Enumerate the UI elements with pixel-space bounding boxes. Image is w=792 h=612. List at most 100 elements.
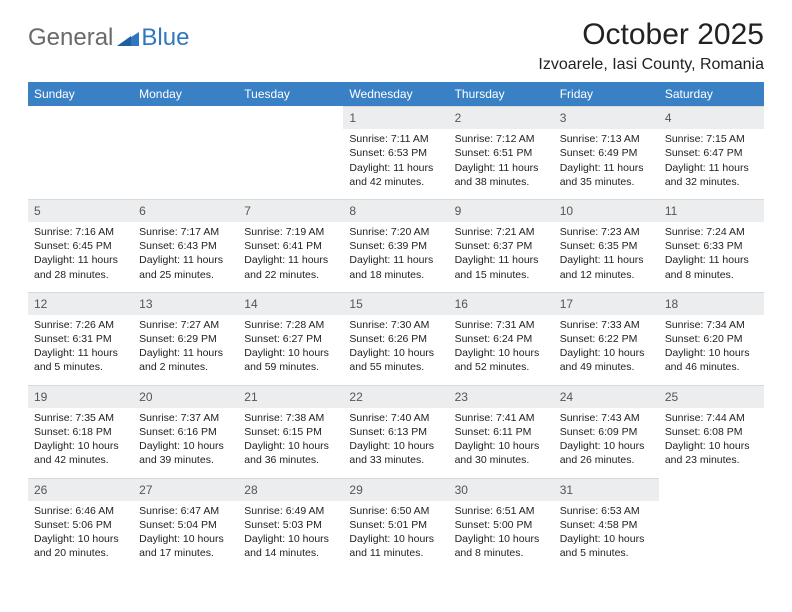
day-body: Sunrise: 7:27 AMSunset: 6:29 PMDaylight:… <box>133 315 238 385</box>
sunrise-text: Sunrise: 7:23 AM <box>560 225 653 239</box>
calendar-day-cell: 24Sunrise: 7:43 AMSunset: 6:09 PMDayligh… <box>554 385 659 478</box>
calendar-day-cell: 17Sunrise: 7:33 AMSunset: 6:22 PMDayligh… <box>554 292 659 385</box>
sunrise-text: Sunrise: 7:31 AM <box>455 318 548 332</box>
calendar-day-cell: 26Sunrise: 6:46 AMSunset: 5:06 PMDayligh… <box>28 478 133 571</box>
day-body: Sunrise: 7:26 AMSunset: 6:31 PMDaylight:… <box>28 315 133 385</box>
day-number: 9 <box>449 199 554 222</box>
logo-triangle-icon <box>117 30 139 46</box>
day-number: 16 <box>449 292 554 315</box>
weekday-header-row: Sunday Monday Tuesday Wednesday Thursday… <box>28 82 764 106</box>
sunrise-text: Sunrise: 6:51 AM <box>455 504 548 518</box>
day-number: 4 <box>659 106 764 129</box>
sunrise-text: Sunrise: 7:33 AM <box>560 318 653 332</box>
sunset-text: Sunset: 6:37 PM <box>455 239 548 253</box>
day-number: 29 <box>343 478 448 501</box>
day-number: 23 <box>449 385 554 408</box>
calendar-day-cell <box>133 106 238 199</box>
calendar-week-row: 26Sunrise: 6:46 AMSunset: 5:06 PMDayligh… <box>28 478 764 571</box>
sunset-text: Sunset: 6:13 PM <box>349 425 442 439</box>
calendar-day-cell: 14Sunrise: 7:28 AMSunset: 6:27 PMDayligh… <box>238 292 343 385</box>
calendar-day-cell: 27Sunrise: 6:47 AMSunset: 5:04 PMDayligh… <box>133 478 238 571</box>
day-body: Sunrise: 7:23 AMSunset: 6:35 PMDaylight:… <box>554 222 659 292</box>
sunset-text: Sunset: 6:15 PM <box>244 425 337 439</box>
logo-word-blue: Blue <box>141 24 189 52</box>
logo-word-general: General <box>28 24 113 52</box>
daylight-text: Daylight: 11 hours and 18 minutes. <box>349 253 442 281</box>
day-body: Sunrise: 6:51 AMSunset: 5:00 PMDaylight:… <box>449 501 554 571</box>
calendar-day-cell: 16Sunrise: 7:31 AMSunset: 6:24 PMDayligh… <box>449 292 554 385</box>
day-number: 10 <box>554 199 659 222</box>
sunset-text: Sunset: 6:51 PM <box>455 146 548 160</box>
sunset-text: Sunset: 6:11 PM <box>455 425 548 439</box>
day-body: Sunrise: 7:16 AMSunset: 6:45 PMDaylight:… <box>28 222 133 292</box>
daylight-text: Daylight: 10 hours and 36 minutes. <box>244 439 337 467</box>
day-body: Sunrise: 7:38 AMSunset: 6:15 PMDaylight:… <box>238 408 343 478</box>
calendar-day-cell: 22Sunrise: 7:40 AMSunset: 6:13 PMDayligh… <box>343 385 448 478</box>
day-number: 20 <box>133 385 238 408</box>
weekday-heading: Thursday <box>449 82 554 106</box>
sunrise-text: Sunrise: 7:30 AM <box>349 318 442 332</box>
sunrise-text: Sunrise: 6:49 AM <box>244 504 337 518</box>
day-number: 1 <box>343 106 448 129</box>
calendar-day-cell: 15Sunrise: 7:30 AMSunset: 6:26 PMDayligh… <box>343 292 448 385</box>
day-body: Sunrise: 7:33 AMSunset: 6:22 PMDaylight:… <box>554 315 659 385</box>
day-body: Sunrise: 7:21 AMSunset: 6:37 PMDaylight:… <box>449 222 554 292</box>
day-body: Sunrise: 6:46 AMSunset: 5:06 PMDaylight:… <box>28 501 133 571</box>
day-number: 19 <box>28 385 133 408</box>
daylight-text: Daylight: 11 hours and 32 minutes. <box>665 161 758 189</box>
daylight-text: Daylight: 10 hours and 14 minutes. <box>244 532 337 560</box>
sunset-text: Sunset: 5:04 PM <box>139 518 232 532</box>
daylight-text: Daylight: 10 hours and 11 minutes. <box>349 532 442 560</box>
sunrise-text: Sunrise: 6:46 AM <box>34 504 127 518</box>
day-body: Sunrise: 7:19 AMSunset: 6:41 PMDaylight:… <box>238 222 343 292</box>
calendar-day-cell: 11Sunrise: 7:24 AMSunset: 6:33 PMDayligh… <box>659 199 764 292</box>
day-number: 2 <box>449 106 554 129</box>
sunset-text: Sunset: 6:33 PM <box>665 239 758 253</box>
calendar-day-cell: 19Sunrise: 7:35 AMSunset: 6:18 PMDayligh… <box>28 385 133 478</box>
daylight-text: Daylight: 11 hours and 22 minutes. <box>244 253 337 281</box>
calendar-week-row: 5Sunrise: 7:16 AMSunset: 6:45 PMDaylight… <box>28 199 764 292</box>
calendar-week-row: 19Sunrise: 7:35 AMSunset: 6:18 PMDayligh… <box>28 385 764 478</box>
daylight-text: Daylight: 10 hours and 52 minutes. <box>455 346 548 374</box>
sunrise-text: Sunrise: 7:13 AM <box>560 132 653 146</box>
sunrise-text: Sunrise: 7:11 AM <box>349 132 442 146</box>
sunset-text: Sunset: 6:35 PM <box>560 239 653 253</box>
sunset-text: Sunset: 5:03 PM <box>244 518 337 532</box>
sunset-text: Sunset: 6:47 PM <box>665 146 758 160</box>
sunset-text: Sunset: 6:29 PM <box>139 332 232 346</box>
title-block: October 2025 Izvoarele, Iasi County, Rom… <box>538 18 764 74</box>
day-body: Sunrise: 7:28 AMSunset: 6:27 PMDaylight:… <box>238 315 343 385</box>
sunset-text: Sunset: 6:49 PM <box>560 146 653 160</box>
day-body: Sunrise: 6:49 AMSunset: 5:03 PMDaylight:… <box>238 501 343 571</box>
sunrise-text: Sunrise: 6:50 AM <box>349 504 442 518</box>
daylight-text: Daylight: 11 hours and 42 minutes. <box>349 161 442 189</box>
day-number: 26 <box>28 478 133 501</box>
daylight-text: Daylight: 10 hours and 33 minutes. <box>349 439 442 467</box>
sunrise-text: Sunrise: 7:40 AM <box>349 411 442 425</box>
day-number: 8 <box>343 199 448 222</box>
sunset-text: Sunset: 5:00 PM <box>455 518 548 532</box>
sunrise-text: Sunrise: 7:17 AM <box>139 225 232 239</box>
calendar-day-cell: 6Sunrise: 7:17 AMSunset: 6:43 PMDaylight… <box>133 199 238 292</box>
sunrise-text: Sunrise: 7:20 AM <box>349 225 442 239</box>
day-body: Sunrise: 7:43 AMSunset: 6:09 PMDaylight:… <box>554 408 659 478</box>
daylight-text: Daylight: 11 hours and 15 minutes. <box>455 253 548 281</box>
calendar-day-cell: 8Sunrise: 7:20 AMSunset: 6:39 PMDaylight… <box>343 199 448 292</box>
calendar-day-cell: 30Sunrise: 6:51 AMSunset: 5:00 PMDayligh… <box>449 478 554 571</box>
sunset-text: Sunset: 6:26 PM <box>349 332 442 346</box>
calendar-day-cell <box>28 106 133 199</box>
calendar-day-cell: 23Sunrise: 7:41 AMSunset: 6:11 PMDayligh… <box>449 385 554 478</box>
sunset-text: Sunset: 6:43 PM <box>139 239 232 253</box>
day-body: Sunrise: 6:53 AMSunset: 4:58 PMDaylight:… <box>554 501 659 571</box>
calendar-day-cell: 3Sunrise: 7:13 AMSunset: 6:49 PMDaylight… <box>554 106 659 199</box>
day-body: Sunrise: 7:37 AMSunset: 6:16 PMDaylight:… <box>133 408 238 478</box>
weekday-heading: Sunday <box>28 82 133 106</box>
day-body: Sunrise: 7:31 AMSunset: 6:24 PMDaylight:… <box>449 315 554 385</box>
day-body: Sunrise: 7:41 AMSunset: 6:11 PMDaylight:… <box>449 408 554 478</box>
daylight-text: Daylight: 10 hours and 5 minutes. <box>560 532 653 560</box>
day-body: Sunrise: 7:13 AMSunset: 6:49 PMDaylight:… <box>554 129 659 199</box>
weekday-heading: Monday <box>133 82 238 106</box>
calendar-week-row: 1Sunrise: 7:11 AMSunset: 6:53 PMDaylight… <box>28 106 764 199</box>
day-body: Sunrise: 7:24 AMSunset: 6:33 PMDaylight:… <box>659 222 764 292</box>
day-number: 6 <box>133 199 238 222</box>
